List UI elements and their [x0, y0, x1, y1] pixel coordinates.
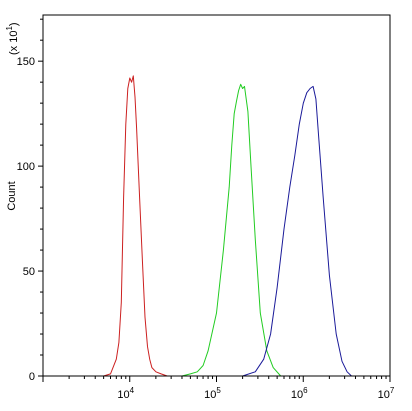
histogram-curve-1	[103, 75, 172, 377]
y-tick-label: 0	[29, 371, 35, 383]
y-tick-label: 50	[23, 266, 35, 278]
y-tick-label: 150	[17, 56, 35, 68]
svg-text:(x 101): (x 101)	[5, 22, 20, 55]
y-tick-label: 100	[17, 161, 35, 173]
y-multiplier-text: (x 10	[8, 31, 20, 55]
tick-layer: 0 50 100 150 104 105 106 107	[17, 18, 395, 401]
histogram-curve-3	[242, 85, 352, 377]
y-axis-label: Count	[6, 181, 18, 210]
x-tick-label: 105	[204, 386, 221, 401]
plot-frame	[42, 14, 391, 377]
y-multiplier-label: (x 101)	[5, 22, 20, 55]
y-multiplier-close: )	[8, 22, 20, 26]
curves-layer	[103, 75, 352, 377]
histogram-curve-2	[181, 83, 282, 377]
y-multiplier-exponent: 1	[5, 26, 14, 31]
x-tick-label: 106	[291, 386, 308, 401]
x-tick-label: 107	[378, 386, 395, 401]
x-tick-label: 104	[117, 386, 134, 401]
